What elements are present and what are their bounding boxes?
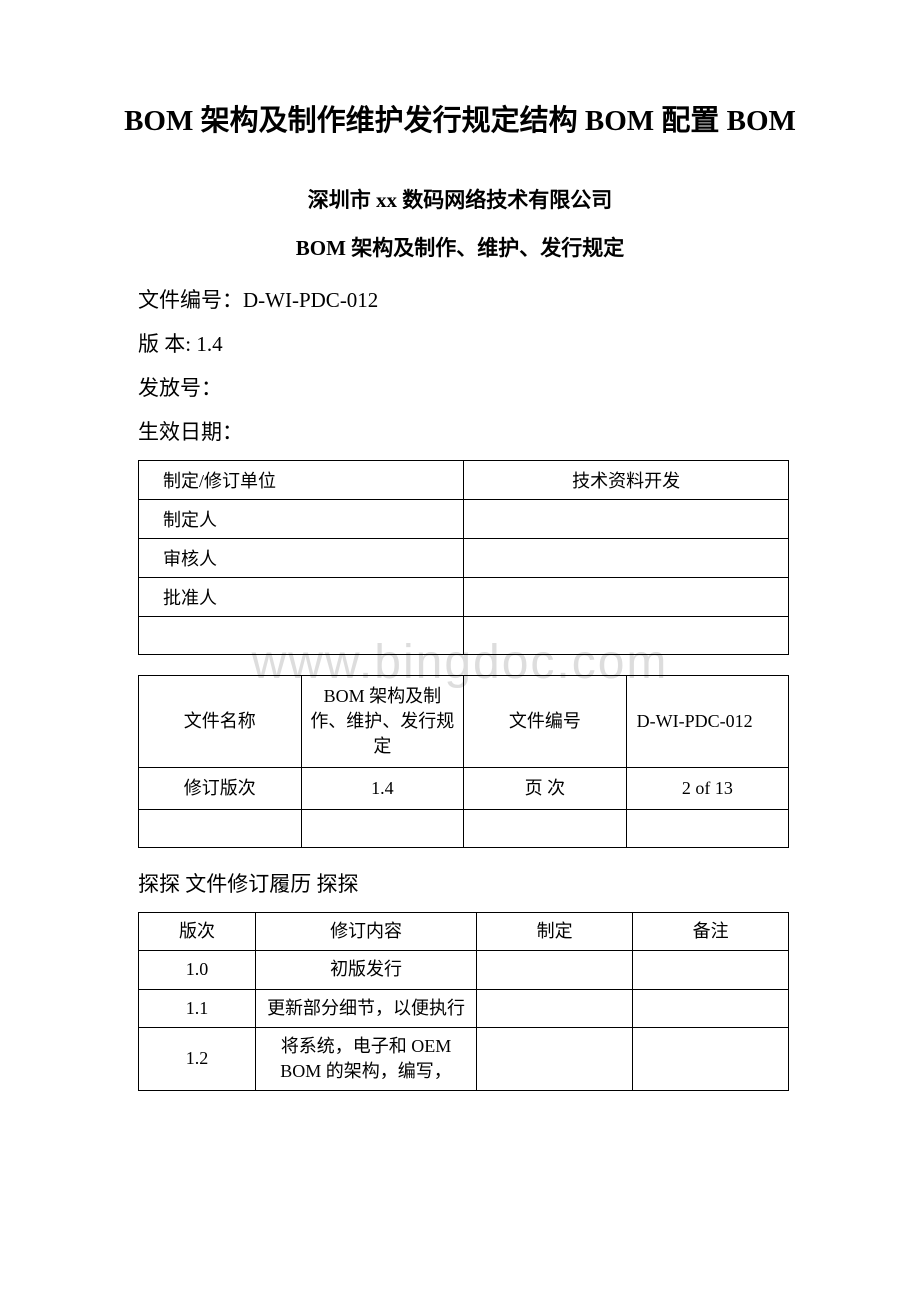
rev-header-author: 制定	[477, 913, 633, 951]
rev-header-content: 修订内容	[256, 913, 477, 951]
doc-code-value: D-WI-PDC-012	[626, 675, 789, 768]
revision-label: 修订版次	[139, 768, 302, 810]
table-row: 1.2 将系统，电子和 OEM BOM 的架构，编写，	[139, 1027, 789, 1090]
rev-author	[477, 951, 633, 989]
doc-name-value: BOM 架构及制作、维护、发行规定	[301, 675, 464, 768]
empty-cell	[139, 810, 302, 848]
table-row: 文件名称 BOM 架构及制作、维护、发行规定 文件编号 D-WI-PDC-012	[139, 675, 789, 768]
main-title: BOM 架构及制作维护发行规定结构 BOM 配置 BOM	[90, 100, 830, 144]
rev-version: 1.1	[139, 989, 256, 1027]
rev-version: 1.2	[139, 1027, 256, 1090]
empty-cell	[626, 810, 789, 848]
table-row: 制定/修订单位 技术资料开发	[139, 460, 789, 499]
page-value: 2 of 13	[626, 768, 789, 810]
rev-remark	[633, 951, 789, 989]
approval-unit-label: 制定/修订单位	[139, 460, 464, 499]
approval-unit-value: 技术资料开发	[464, 460, 789, 499]
rev-version: 1.0	[139, 951, 256, 989]
revision-history-table: 版次 修订内容 制定 备注 1.0 初版发行 1.1 更新部分细节，以便执行 1…	[138, 912, 789, 1091]
author-value	[464, 499, 789, 538]
revision-history-heading: 探探 文件修订履历 探探	[90, 868, 830, 898]
effective-date-label: 生效日期：	[138, 420, 243, 444]
author-label: 制定人	[139, 499, 464, 538]
company-name: 深圳市 xx 数码网络技术有限公司	[90, 184, 830, 214]
doc-number-label: 文件编号：	[138, 288, 243, 312]
table-row: 版次 修订内容 制定 备注	[139, 913, 789, 951]
rev-content: 将系统，电子和 OEM BOM 的架构，编写，	[256, 1027, 477, 1090]
rev-remark	[633, 989, 789, 1027]
approval-table: 制定/修订单位 技术资料开发 制定人 审核人 批准人	[138, 460, 789, 655]
reviewer-value	[464, 538, 789, 577]
approver-label: 批准人	[139, 577, 464, 616]
issue-number-line: 发放号：	[90, 372, 830, 402]
issue-number-label: 发放号：	[138, 376, 222, 400]
table-row	[139, 810, 789, 848]
doc-number-line: 文件编号：D-WI-PDC-012	[90, 284, 830, 314]
rev-content: 初版发行	[256, 951, 477, 989]
rev-author	[477, 1027, 633, 1090]
table-row	[139, 616, 789, 654]
table-row: 修订版次 1.4 页 次 2 of 13	[139, 768, 789, 810]
table-row: 1.1 更新部分细节，以便执行	[139, 989, 789, 1027]
doc-name-label: 文件名称	[139, 675, 302, 768]
rev-header-version: 版次	[139, 913, 256, 951]
doc-number-value: D-WI-PDC-012	[243, 288, 378, 312]
version-value: 1.4	[196, 332, 222, 356]
effective-date-line: 生效日期：	[90, 416, 830, 446]
page-label: 页 次	[464, 768, 627, 810]
table-row: 制定人	[139, 499, 789, 538]
rev-header-remark: 备注	[633, 913, 789, 951]
rev-remark	[633, 1027, 789, 1090]
table-row: 批准人	[139, 577, 789, 616]
rev-author	[477, 989, 633, 1027]
empty-cell	[139, 616, 464, 654]
version-line: 版 本: 1.4	[90, 328, 830, 358]
rev-content: 更新部分细节，以便执行	[256, 989, 477, 1027]
document-subtitle: BOM 架构及制作、维护、发行规定	[90, 232, 830, 262]
version-label: 版 本:	[138, 332, 196, 356]
table-row: 1.0 初版发行	[139, 951, 789, 989]
doc-info-table: 文件名称 BOM 架构及制作、维护、发行规定 文件编号 D-WI-PDC-012…	[138, 675, 789, 849]
table-row: 审核人	[139, 538, 789, 577]
empty-cell	[464, 616, 789, 654]
doc-code-label: 文件编号	[464, 675, 627, 768]
reviewer-label: 审核人	[139, 538, 464, 577]
empty-cell	[301, 810, 464, 848]
revision-value: 1.4	[301, 768, 464, 810]
approver-value	[464, 577, 789, 616]
empty-cell	[464, 810, 627, 848]
document-content: BOM 架构及制作维护发行规定结构 BOM 配置 BOM 深圳市 xx 数码网络…	[90, 100, 830, 1091]
